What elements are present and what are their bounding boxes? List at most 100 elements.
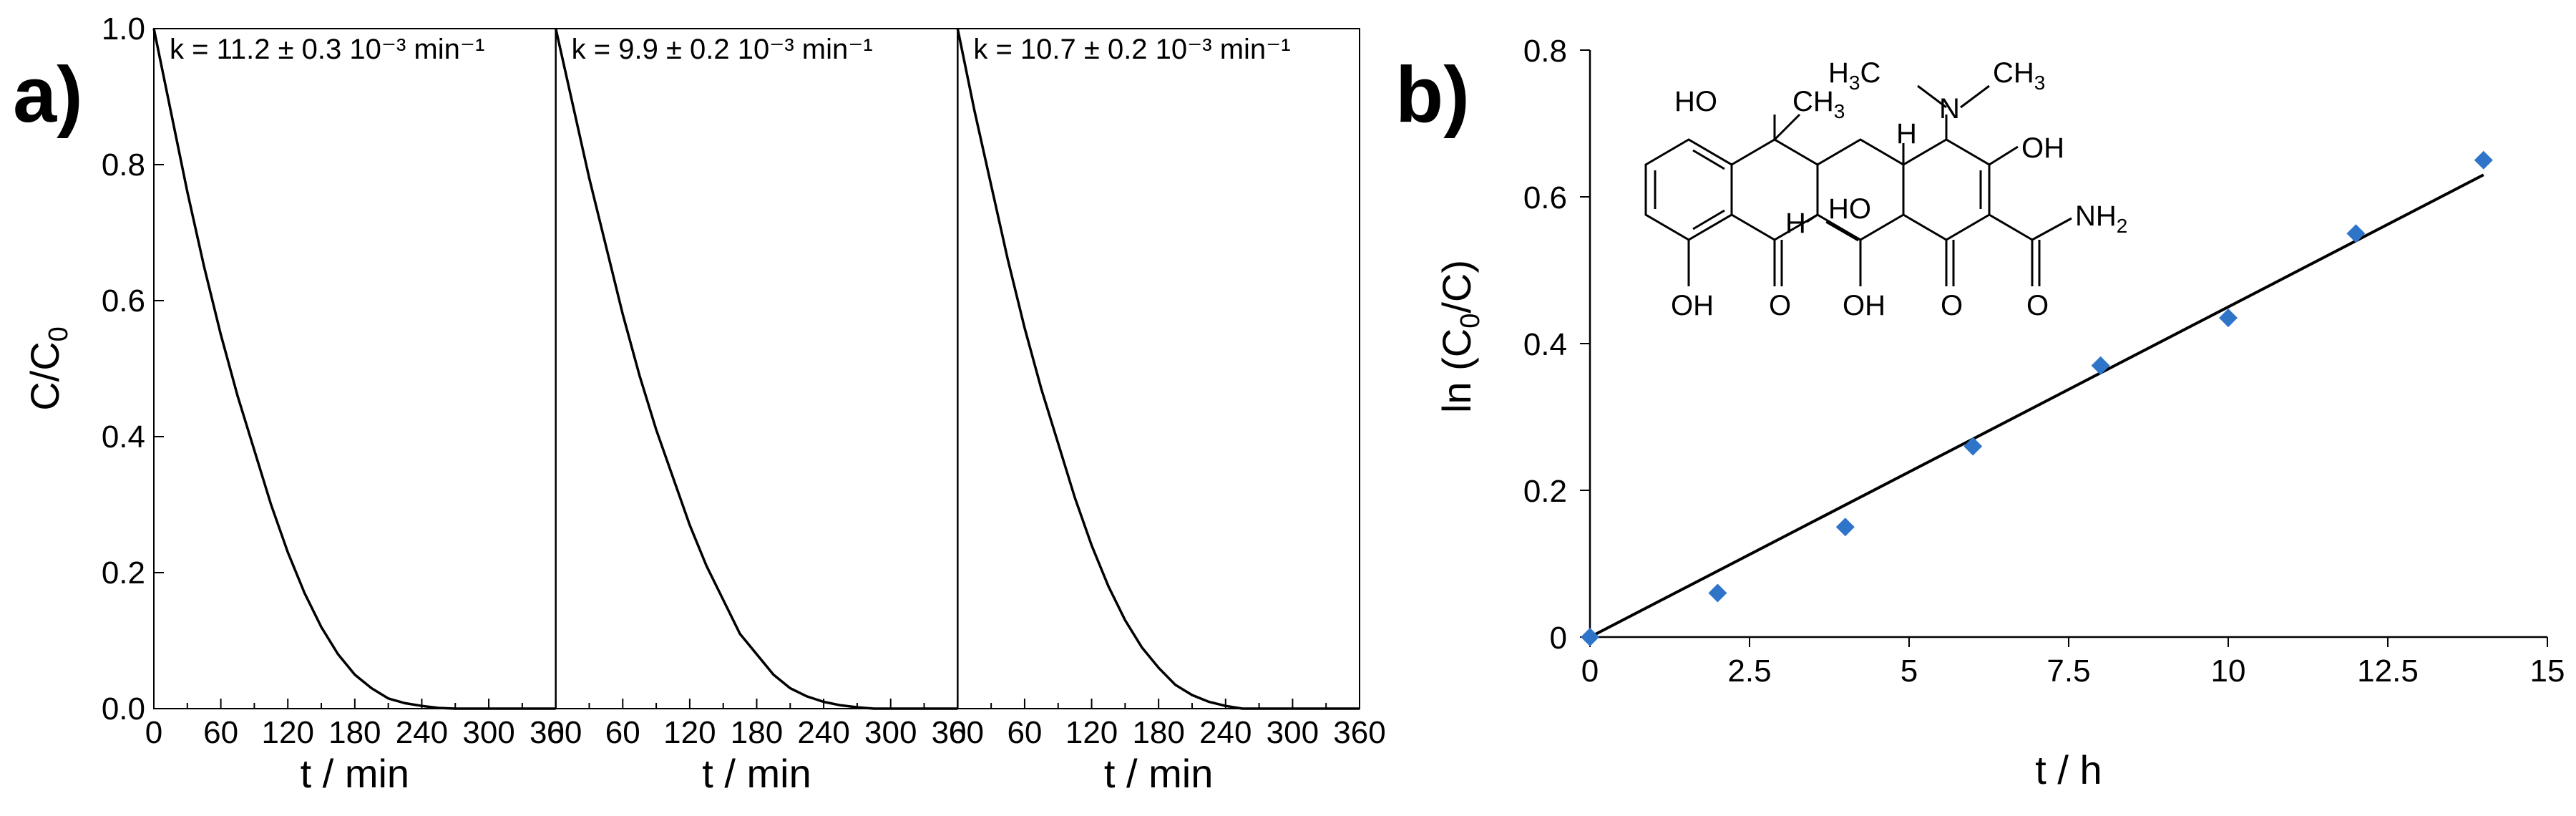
amide-bond (1989, 213, 2033, 241)
label-ch3-right: CH3 (1993, 57, 2045, 94)
panel-a-decay-curve (152, 28, 556, 710)
panel-b-x-tick-label: 2.5 (1727, 654, 1771, 689)
panel-a-x-tick-label: 60 (203, 715, 238, 750)
panel-a-subplots: k = 11.2 ± 0.3 10⁻³ min⁻¹ k = 9.9 ± 0.2 1… (152, 28, 1360, 710)
label-ho-mid: HO (1828, 193, 1871, 225)
panel-b-data-point (1835, 518, 1855, 537)
panel-a-x-tick-label: 120 (262, 715, 314, 750)
panel-b-x-tick-label: 0 (1581, 654, 1599, 689)
panel-a-x-tick-label: 240 (1199, 715, 1252, 750)
panel-a-rate-annotation: k = 10.7 ± 0.2 10⁻³ min⁻¹ (973, 34, 1290, 65)
panel-a-x-tick-label: 0 (145, 715, 162, 750)
panel-b-x-ticks: 0 2.5 5 7.5 10 12.5 15 (1581, 637, 2565, 689)
panel-b-y-tick-label: 0.2 (1523, 474, 1567, 509)
label-o-b2: O (1769, 290, 1791, 321)
panel-b-data-points (1581, 150, 2493, 646)
panel-b-data-point (2474, 150, 2493, 170)
panel-b-y-tick-label: 0.4 (1523, 327, 1567, 362)
panel-a-y-tick-label: 0.0 (102, 691, 145, 727)
label-o-amide: O (2026, 290, 2049, 321)
panel-a-y-ticks: 0.0 0.2 0.4 0.6 0.8 1.0 (102, 11, 164, 727)
panel-a-x-tick-label: 120 (1065, 715, 1118, 750)
label-oh-b1: OH (1671, 290, 1714, 321)
molecule-structure: HO CH3 H3C N CH3 H OH H HO NH2 OH O OH O… (1644, 57, 2127, 321)
panel-a-x-tick-label: 300 (462, 715, 514, 750)
panel-b-x-tick-label: 15 (2530, 654, 2565, 689)
n-me-left (1917, 84, 1947, 109)
oh-bond-right (1989, 145, 2019, 166)
panel-a-y-axis-label: C/C0 (22, 326, 74, 411)
label-h3c: H3C (1828, 57, 1880, 94)
panel-b-y-tick-label: 0 (1550, 621, 1567, 656)
ring-a-inner-3 (1692, 209, 1725, 230)
panel-b-data-point (2346, 224, 2366, 243)
panel-a-x-tick-label: 0 (547, 715, 564, 750)
h-lower-bond (1806, 213, 1818, 223)
label-ho-top: HO (1674, 86, 1717, 117)
panel-a-y-tick-label: 0.8 (102, 147, 145, 183)
label-h-lower: H (1785, 208, 1806, 239)
label-ch3-top: CH3 (1792, 86, 1845, 122)
panel-a-y-tick-label: 1.0 (102, 11, 145, 47)
panel-a-x-axis-labels: t / min t / min t / min (301, 751, 1214, 796)
panel-a-decay-curve (956, 28, 1360, 710)
panel-label-a: a) (13, 51, 83, 139)
panel-a-x-axis-label: t / min (301, 751, 409, 796)
ring-d (1903, 138, 1991, 241)
panel-a-x-axis-label: t / min (1104, 751, 1213, 796)
panel-b-x-tick-label: 7.5 (2046, 654, 2090, 689)
panel-a-x-tick-label: 360 (932, 715, 984, 750)
label-h-upper: H (1896, 118, 1917, 150)
n-me-right (1960, 84, 1990, 109)
panel-b-y-ticks: 0 0.2 0.4 0.6 0.8 (1523, 34, 1590, 656)
label-oh-b3: OH (1843, 290, 1885, 321)
panel-a-x-tick-label: 180 (328, 715, 381, 750)
panel-a-decay-curve (554, 28, 958, 710)
panel-a-rate-annotation: k = 9.9 ± 0.2 10⁻³ min⁻¹ (572, 34, 873, 65)
panel-a-x-tick-label: 60 (1007, 715, 1042, 750)
ring-c-double (1825, 220, 1859, 242)
panel-b-y-axis-label: ln (C0/C) (1434, 260, 1485, 413)
panel-a-x-tick-label: 300 (864, 715, 917, 750)
panel-b-x-tick-label: 12.5 (2357, 654, 2419, 689)
ring-a-inner-2 (1692, 149, 1725, 170)
ring-b (1731, 138, 1819, 241)
panel-b-data-point (1963, 437, 1983, 456)
panel-a-y-tick-label: 0.6 (102, 283, 145, 319)
panel-a-x-tick-label: 360 (1333, 715, 1385, 750)
ring-a (1644, 138, 1733, 241)
panel-b-data-point (1708, 583, 1727, 603)
panel-b-data-point (2219, 309, 2238, 328)
panel-b-fit-line (1589, 173, 2484, 638)
panel-b-y-tick-label: 0.8 (1523, 34, 1567, 69)
panel-a-x-tick-label: 180 (1132, 715, 1184, 750)
ch3-bond (1773, 113, 1801, 141)
panel-a-x-tick-label: 360 (530, 715, 582, 750)
label-o-b4: O (1941, 290, 1963, 321)
label-oh-right: OH (2021, 132, 2064, 164)
panel-b-chart: 0 0.2 0.4 0.6 0.8 0 2.5 5 7.5 10 12.5 15 ln (C0/C)… (1434, 34, 2565, 792)
ring-c (1817, 138, 1905, 241)
label-nh2: NH2 (2075, 200, 2127, 237)
panel-b-x-tick-label: 10 (2211, 654, 2246, 689)
panel-b-y-tick-label: 0.6 (1523, 180, 1567, 215)
panel-a-x-tick-label: 180 (731, 715, 783, 750)
panel-b-data-point (2091, 356, 2110, 375)
panel-label-b: b) (1395, 51, 1470, 139)
panel-a-y-tick-label: 0.2 (102, 555, 145, 591)
panel-a-x-tick-label: 0 (949, 715, 966, 750)
panel-b-x-axis-label: t / h (2035, 747, 2102, 792)
panel-a-rate-annotation: k = 11.2 ± 0.3 10⁻³ min⁻¹ (170, 34, 484, 65)
panel-a-y-tick-label: 0.4 (102, 419, 145, 455)
label-n: N (1939, 93, 1960, 125)
panel-a-x-tick-label: 60 (605, 715, 640, 750)
panel-b-data-point (1581, 628, 1599, 646)
amide-cn (2031, 217, 2072, 241)
panel-a-x-axis-label: t / min (702, 751, 811, 796)
panel-b-x-tick-label: 5 (1901, 654, 1918, 689)
panel-a-x-tick-label: 120 (663, 715, 716, 750)
panel-a-plot-frame (153, 28, 1360, 709)
